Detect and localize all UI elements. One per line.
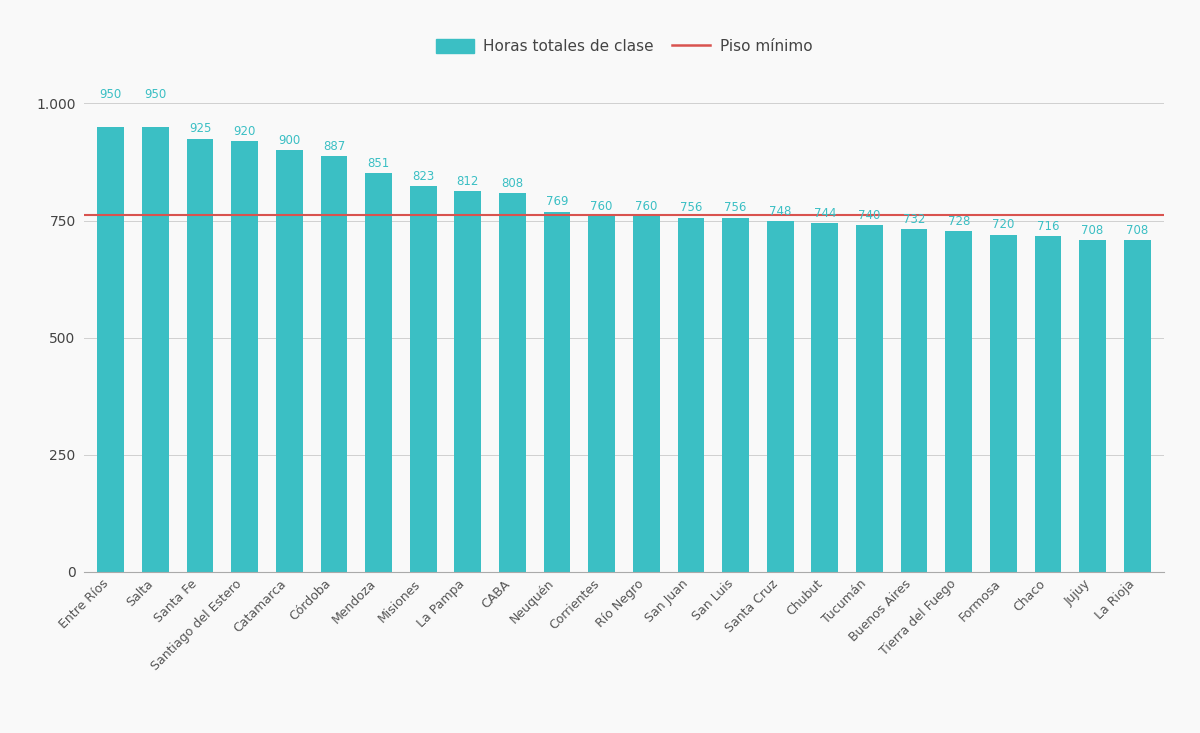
Bar	[499, 194, 526, 572]
Bar	[678, 218, 704, 572]
Text: 808: 808	[502, 177, 523, 190]
Bar	[632, 216, 660, 572]
Bar	[990, 235, 1016, 572]
Bar	[544, 212, 570, 572]
Text: 900: 900	[278, 134, 300, 147]
Bar	[455, 191, 481, 572]
Bar	[97, 127, 124, 572]
Text: 887: 887	[323, 140, 346, 153]
Bar	[767, 221, 793, 572]
Bar	[1124, 240, 1151, 572]
Text: 760: 760	[635, 199, 658, 213]
Text: 950: 950	[144, 88, 167, 101]
Text: 708: 708	[1081, 224, 1104, 237]
Bar	[1079, 240, 1106, 572]
Text: 769: 769	[546, 195, 569, 208]
Text: 760: 760	[590, 199, 613, 213]
Text: 756: 756	[679, 202, 702, 215]
Bar	[1034, 237, 1061, 572]
Bar	[232, 141, 258, 572]
Text: 748: 748	[769, 205, 791, 218]
Bar	[722, 218, 749, 572]
Text: 823: 823	[412, 170, 434, 183]
Bar	[142, 127, 169, 572]
Text: 812: 812	[457, 175, 479, 188]
Bar	[588, 216, 616, 572]
Bar	[365, 173, 392, 572]
Text: 708: 708	[1126, 224, 1148, 237]
Text: 728: 728	[948, 215, 970, 227]
Bar	[811, 224, 839, 572]
Bar	[901, 229, 928, 572]
Text: 744: 744	[814, 207, 836, 220]
Legend: Horas totales de clase, Piso mínimo: Horas totales de clase, Piso mínimo	[430, 33, 818, 60]
Text: 925: 925	[188, 122, 211, 136]
Text: 740: 740	[858, 209, 881, 222]
Bar	[856, 225, 883, 572]
Text: 756: 756	[725, 202, 746, 215]
Bar	[409, 186, 437, 572]
Text: 716: 716	[1037, 220, 1060, 233]
Text: 732: 732	[902, 213, 925, 226]
Bar	[946, 231, 972, 572]
Text: 720: 720	[992, 218, 1014, 232]
Bar	[187, 139, 214, 572]
Text: 851: 851	[367, 157, 390, 170]
Bar	[320, 156, 347, 572]
Bar	[276, 150, 302, 572]
Text: 920: 920	[234, 125, 256, 138]
Text: 950: 950	[100, 88, 122, 101]
